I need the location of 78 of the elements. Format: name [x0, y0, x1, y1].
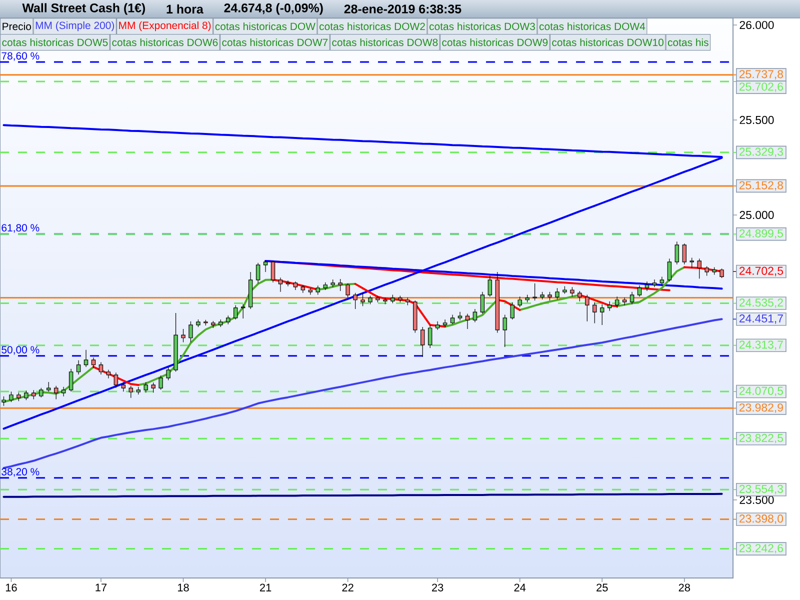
ref-line-label: 25.329,3 — [739, 148, 783, 158]
y-tick-label: 25.500 — [740, 116, 774, 124]
candlestick — [637, 284, 642, 297]
candlestick — [286, 280, 290, 287]
annotation: 78,60 % — [2, 52, 40, 61]
annotation: cotas his — [668, 38, 708, 46]
y-tick-label: 26.000 — [740, 20, 774, 30]
data-label: 24.702,5 — [739, 266, 784, 276]
candlestick — [450, 314, 455, 324]
text: 28-ene-2019 6:38:35 — [344, 4, 462, 14]
candlestick — [472, 308, 478, 323]
candlestick — [667, 258, 672, 282]
ref-line-label: 23.982,9 — [739, 403, 783, 413]
x-tick-label: 25 — [596, 584, 608, 592]
annotation: 50,00 % — [2, 346, 40, 355]
annotation: cotas historicas DOW2 — [320, 22, 425, 30]
candlestick — [442, 319, 448, 328]
x-tick-label: 16 — [6, 584, 17, 592]
annotation: cotas historicas DOW10 — [552, 38, 664, 46]
candlestick — [458, 312, 462, 321]
candlestick — [270, 260, 276, 283]
candlestick — [630, 292, 634, 305]
data-label: 24.451,7 — [739, 314, 783, 324]
ref-line-label: 23.242,6 — [739, 544, 783, 554]
candlestick — [68, 368, 74, 392]
chart-title: Wall Street Cash (1€) — [22, 3, 145, 15]
candlestick — [76, 360, 81, 375]
ref-line-label: 23.822,5 — [739, 434, 784, 444]
candlestick — [435, 321, 440, 330]
annotation: cotas historicas DOW9 — [442, 38, 548, 46]
x-tick-label: 21 — [260, 584, 272, 592]
ref-line-label: 25.152,8 — [739, 181, 783, 191]
x-tick-label: 24 — [514, 584, 526, 592]
ref-line-label: 24.899,5 — [739, 229, 784, 239]
candlestick — [652, 279, 657, 288]
annotation: 61,80 % — [2, 224, 40, 233]
annotation: cotas historicas DOW6 — [112, 38, 218, 46]
ref-line-label: 24.535,2 — [739, 298, 783, 308]
candlestick — [84, 350, 88, 368]
x-tick-label: 17 — [96, 584, 107, 592]
text: MM (Exponencial 8) — [119, 21, 211, 32]
x-tick-label: 23 — [432, 584, 444, 592]
ref-line-label: 24.070,5 — [739, 386, 784, 396]
candlestick — [660, 276, 664, 286]
annotation: cotas historicas DOW3 — [429, 22, 535, 30]
ref-line-label: 25.737,8 — [739, 70, 783, 80]
y-tick-label: 25.000 — [740, 210, 774, 220]
annotation: cotas historicas DOW8 — [332, 38, 438, 46]
annotation: cotas historicas DOW7 — [222, 38, 328, 46]
ref-line-label: 24.313,7 — [739, 340, 783, 350]
text: 24.674,8 (-0,09%) — [224, 3, 323, 15]
text: Precio — [2, 22, 32, 30]
candlestick — [263, 260, 268, 272]
x-tick-label: 18 — [178, 584, 189, 592]
annotation: cotas historicas DOW5 — [2, 38, 108, 46]
x-tick-label: 28 — [678, 584, 690, 592]
candlestick — [256, 262, 260, 284]
candlestick — [278, 277, 283, 292]
ref-line-label: 23.398,0 — [739, 514, 784, 524]
candlestick — [114, 372, 118, 388]
y-tick-label: 23.500 — [740, 496, 774, 504]
chart-subtitle: 1 hora — [166, 4, 204, 14]
text: MM (Simple 200) — [36, 21, 114, 32]
x-tick-label: 22 — [342, 584, 354, 592]
candlestick — [465, 313, 470, 330]
candlestick — [644, 281, 650, 292]
candlestick — [300, 284, 306, 294]
annotation: 38,20 % — [2, 468, 40, 477]
ref-line-label: 23.554,3 — [739, 484, 783, 494]
candlestick — [480, 292, 485, 314]
candlestick — [91, 357, 96, 368]
annotation: cotas historicas DOW — [215, 22, 316, 30]
candlestick — [293, 281, 298, 290]
annotation: cotas historicas DOW4 — [539, 22, 646, 30]
candlestick — [98, 362, 104, 375]
candlestick — [622, 297, 627, 306]
candlestick — [106, 369, 111, 379]
ref-line-label: 25.702,6 — [739, 82, 783, 92]
